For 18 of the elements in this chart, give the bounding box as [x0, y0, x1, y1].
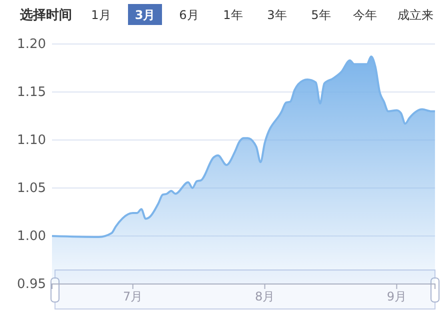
text: 今年 [353, 8, 377, 22]
text: 3年 [267, 8, 287, 22]
y-tick-label: 1.15 [17, 85, 46, 100]
y-tick-label: 1.10 [17, 133, 46, 148]
text: 6月 [179, 8, 199, 22]
text: 成立来 [398, 8, 434, 22]
x-tick-label: 9月 [386, 290, 407, 304]
y-tick-label: 1.00 [17, 229, 46, 244]
text: 1月 [91, 8, 111, 22]
text: 5年 [311, 8, 331, 22]
x-tick-label: 8月 [254, 290, 275, 304]
y-tick-label: 0.95 [17, 277, 46, 292]
x-tick-label: 7月 [123, 290, 143, 304]
y-tick-label: 1.05 [17, 181, 46, 196]
text: 1年 [223, 8, 243, 22]
chart-title: 选择时间 [19, 8, 72, 23]
text: 3月 [134, 8, 156, 22]
y-tick-label: 1.20 [17, 37, 46, 52]
